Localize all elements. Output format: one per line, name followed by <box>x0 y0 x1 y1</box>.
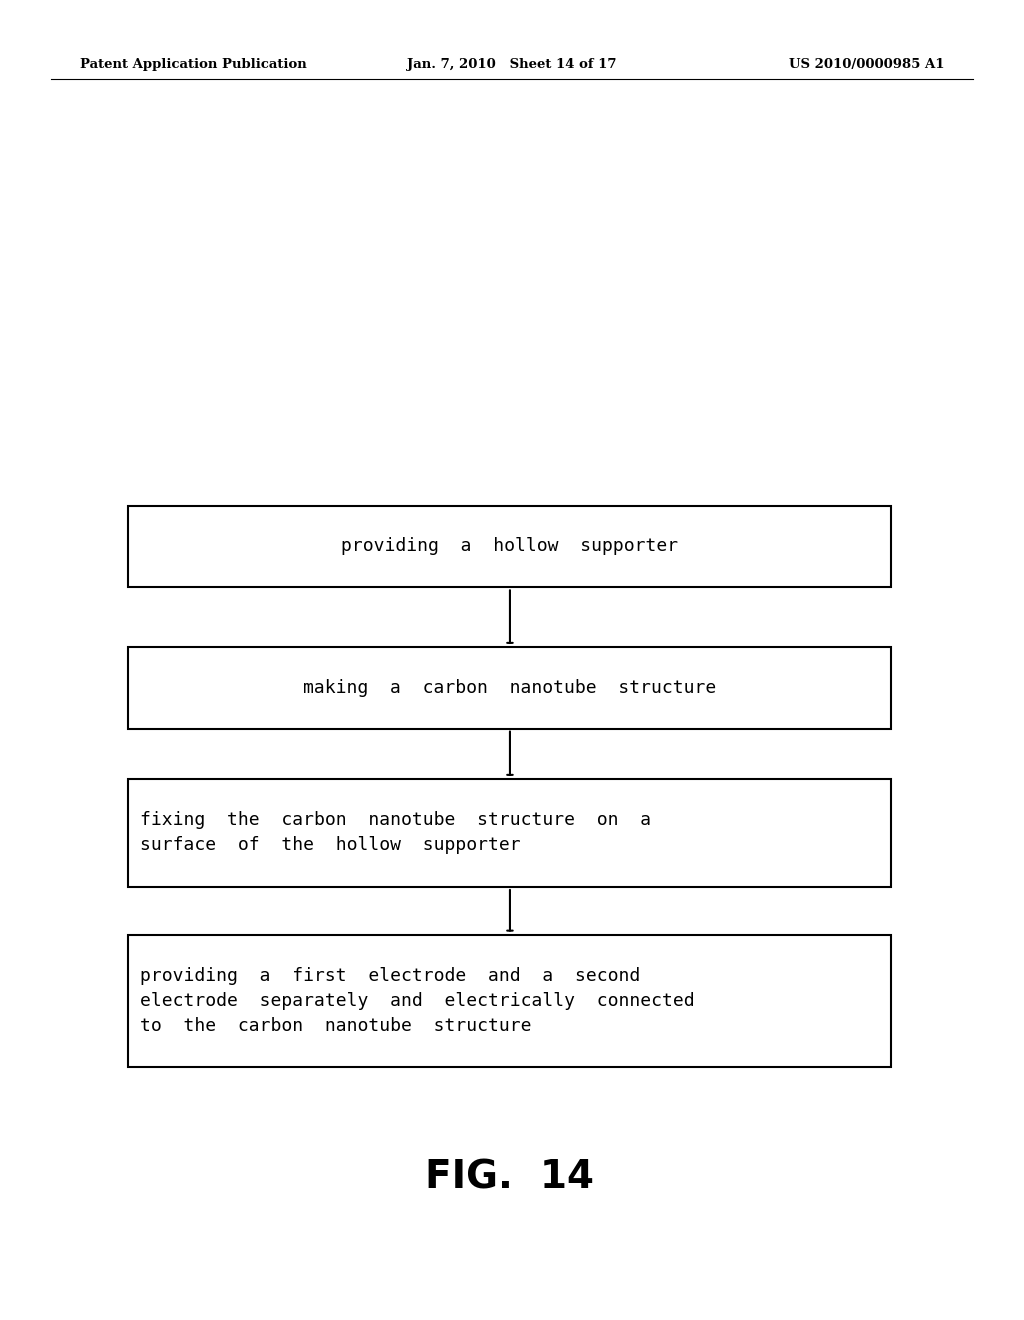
Text: Jan. 7, 2010   Sheet 14 of 17: Jan. 7, 2010 Sheet 14 of 17 <box>408 58 616 71</box>
Bar <box>128 506 891 587</box>
Text: FIG.  14: FIG. 14 <box>425 1159 595 1196</box>
Bar <box>128 935 891 1067</box>
Text: making  a  carbon  nanotube  structure: making a carbon nanotube structure <box>303 678 716 697</box>
Text: providing  a  first  electrode  and  a  second
electrode  separately  and  elect: providing a first electrode and a second… <box>140 966 695 1035</box>
Text: US 2010/0000985 A1: US 2010/0000985 A1 <box>788 58 944 71</box>
Bar <box>128 779 891 887</box>
Bar <box>128 647 891 729</box>
Text: fixing  the  carbon  nanotube  structure  on  a
surface  of  the  hollow  suppor: fixing the carbon nanotube structure on … <box>140 812 651 854</box>
Text: Patent Application Publication: Patent Application Publication <box>80 58 306 71</box>
Text: providing  a  hollow  supporter: providing a hollow supporter <box>341 537 678 556</box>
